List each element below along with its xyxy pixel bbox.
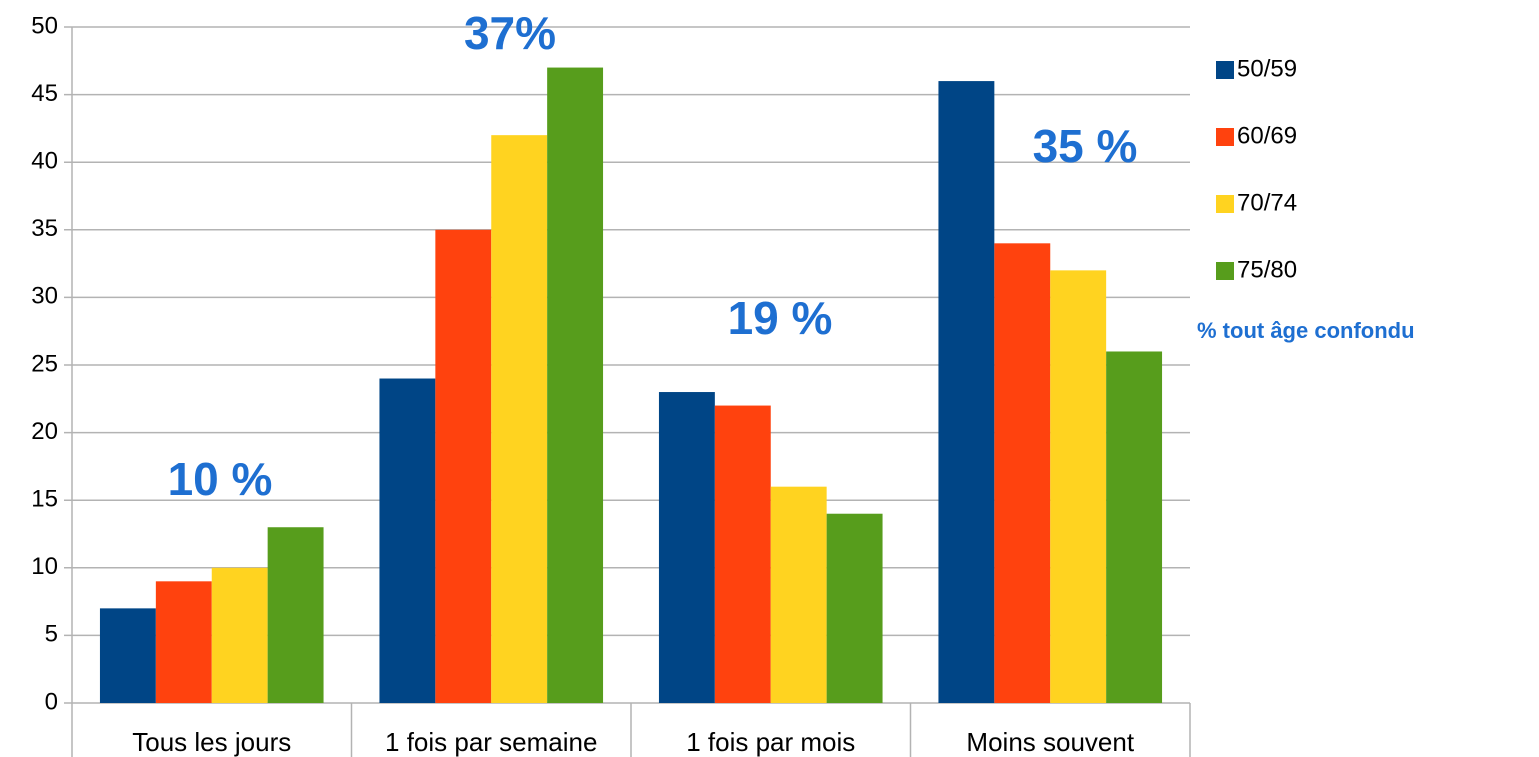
bar <box>1050 270 1107 703</box>
legend-swatch <box>1216 61 1234 79</box>
bar <box>99 608 156 703</box>
y-tick-label: 30 <box>31 283 58 310</box>
y-tick-label: 45 <box>31 80 58 107</box>
bar <box>547 67 604 703</box>
bar <box>379 378 436 703</box>
bar <box>267 527 324 703</box>
annotation: 10 % <box>168 453 273 505</box>
x-tick-label: Tous les jours <box>132 727 291 757</box>
x-tick-label: 1 fois par mois <box>686 727 855 757</box>
y-tick-label: 15 <box>31 486 58 513</box>
bar <box>938 81 995 703</box>
bar <box>714 405 771 703</box>
bar <box>658 392 715 703</box>
legend-label: 60/69 <box>1237 122 1297 149</box>
bar <box>211 567 268 703</box>
bar <box>155 581 212 703</box>
y-tick-label: 40 <box>31 148 58 175</box>
bar <box>491 135 548 703</box>
bar <box>770 486 827 703</box>
y-tick-label: 25 <box>31 350 58 377</box>
y-tick-label: 20 <box>31 418 58 445</box>
bar <box>435 229 492 704</box>
bar <box>1106 351 1163 703</box>
x-tick-label: Moins souvent <box>966 727 1134 757</box>
legend-swatch <box>1216 195 1234 213</box>
y-tick-label: 35 <box>31 215 58 242</box>
note: % tout âge confondu <box>1197 318 1415 343</box>
x-tick-label: 1 fois par semaine <box>385 727 597 757</box>
legend-label: 50/59 <box>1237 55 1297 82</box>
legend-label: 70/74 <box>1237 189 1297 216</box>
bar <box>994 243 1051 703</box>
annotation: 35 % <box>1033 120 1138 172</box>
y-tick-label: 50 <box>31 12 58 39</box>
bar <box>826 513 883 703</box>
legend-swatch <box>1216 128 1234 146</box>
y-tick-label: 0 <box>45 688 58 715</box>
y-tick-label: 5 <box>45 621 58 648</box>
annotation: 37% <box>464 7 556 59</box>
y-tick-label: 10 <box>31 553 58 580</box>
legend-swatch <box>1216 262 1234 280</box>
legend-label: 75/80 <box>1237 256 1297 283</box>
annotation: 19 % <box>728 292 833 344</box>
